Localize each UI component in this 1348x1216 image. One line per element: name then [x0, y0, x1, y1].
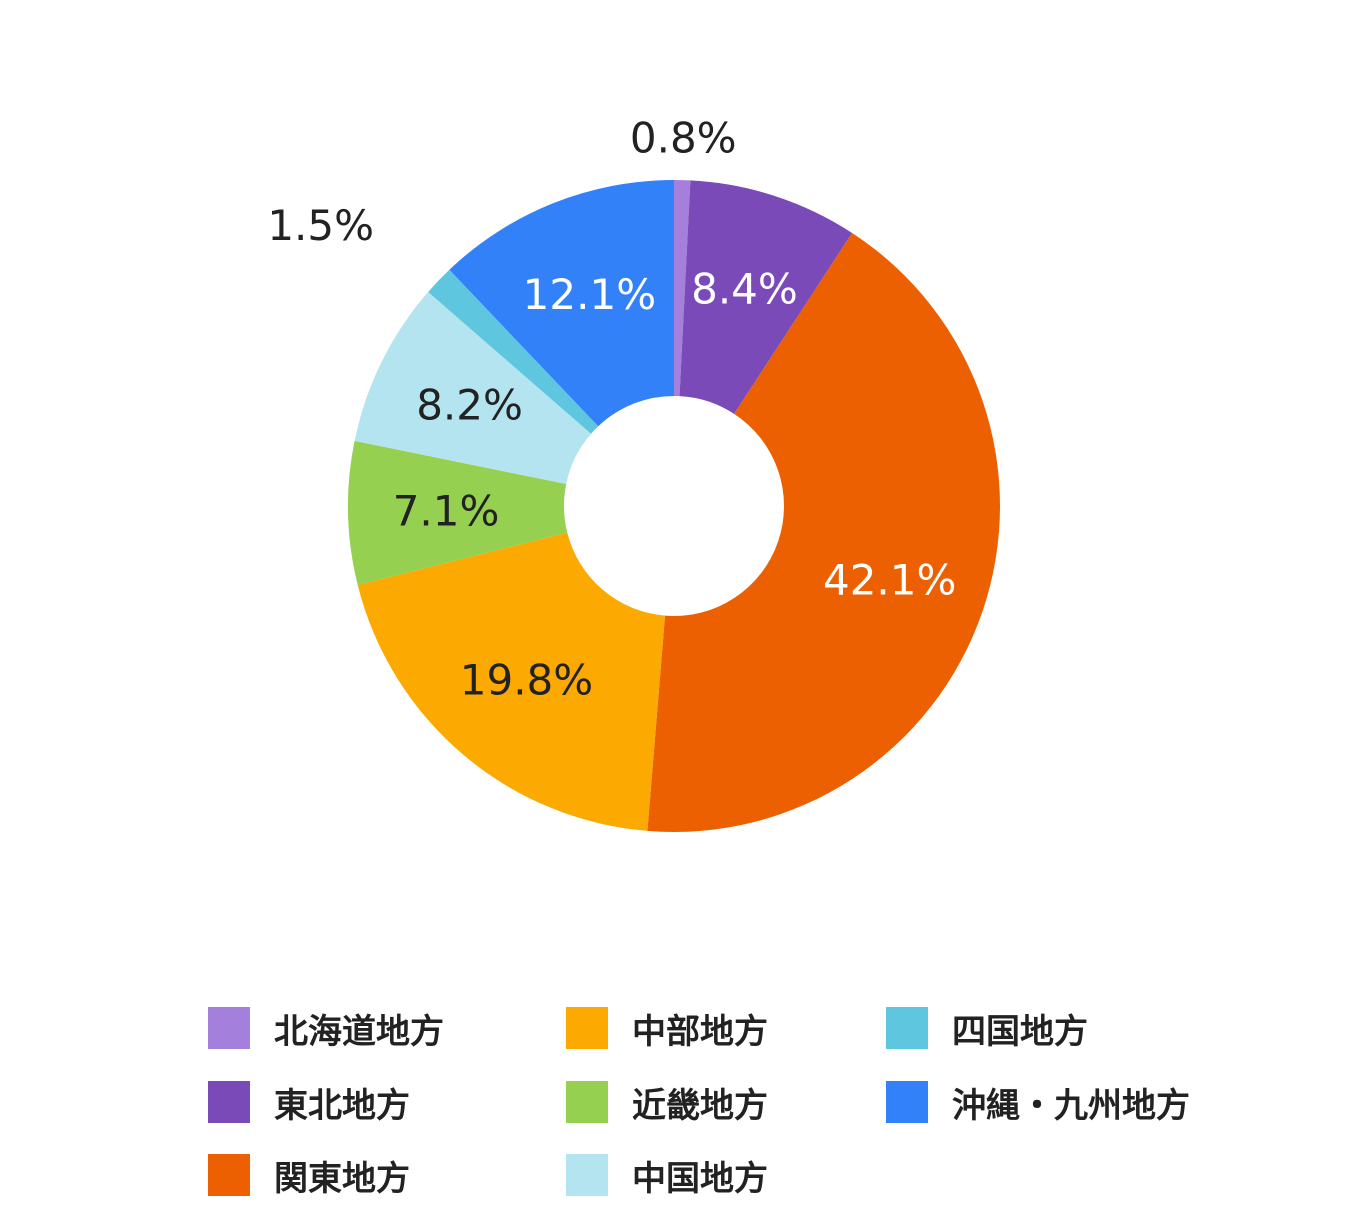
- slice-label-4: 19.8%: [460, 655, 593, 704]
- slice-8: [449, 180, 674, 427]
- slice-2: [679, 180, 853, 414]
- slice-6: [354, 291, 592, 485]
- slice-labels-group: 0.8% 8.4% 42.1% 19.8% 7.1% 8.2% 1.5% 12.1%: [267, 114, 956, 705]
- slices-group: [347, 180, 1001, 832]
- slice-label-1: 0.8%: [630, 114, 737, 163]
- slice-4: [357, 532, 666, 831]
- slice-5: [347, 440, 568, 586]
- slice-label-3: 42.1%: [823, 555, 956, 604]
- slice-7: [428, 269, 599, 434]
- slice-label-5: 7.1%: [393, 487, 500, 536]
- slice-1: [674, 180, 691, 397]
- slice-label-2: 8.4%: [691, 265, 798, 314]
- slice-label-8: 12.1%: [523, 270, 656, 319]
- slice-label-7: 1.5%: [267, 201, 374, 250]
- slice-label-6: 8.2%: [416, 381, 523, 430]
- slice-3: [647, 232, 1001, 832]
